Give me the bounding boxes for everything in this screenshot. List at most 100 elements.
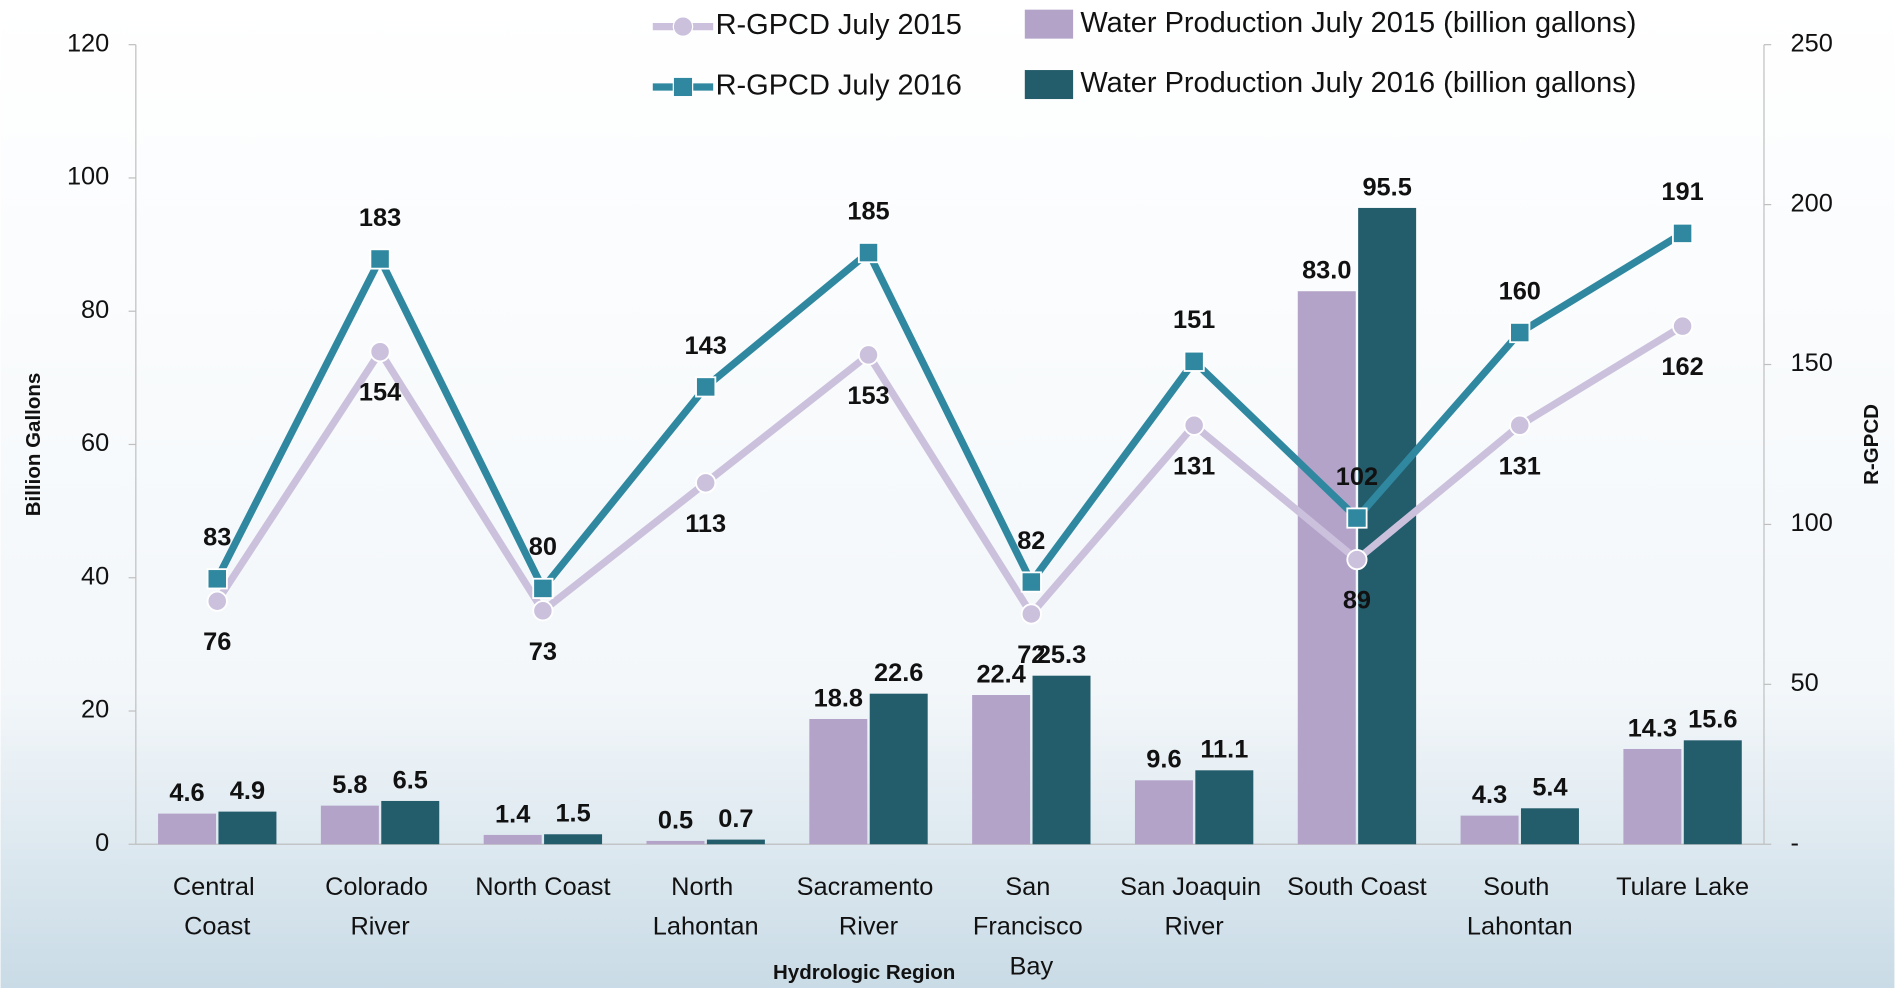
x-axis-title: Hydrologic Region bbox=[773, 961, 955, 984]
marker bbox=[533, 579, 552, 598]
marker bbox=[1347, 508, 1366, 527]
y-tick-label: 60 bbox=[81, 429, 109, 457]
bar bbox=[544, 834, 602, 844]
bar bbox=[1461, 816, 1519, 845]
point-label: 89 bbox=[1343, 587, 1371, 615]
marker bbox=[1673, 224, 1692, 243]
y2-tick-label: 250 bbox=[1791, 29, 1833, 57]
y-tick-label: 20 bbox=[81, 696, 109, 724]
marker bbox=[1510, 323, 1529, 342]
y-tick-label: 40 bbox=[81, 562, 109, 590]
bar-label: 5.8 bbox=[332, 771, 367, 799]
y2-tick-label: - bbox=[1791, 829, 1799, 857]
x-tick-label: South Coast bbox=[1287, 872, 1427, 900]
point-label: 153 bbox=[847, 382, 889, 410]
y2-tick-label: 200 bbox=[1791, 189, 1833, 217]
x-tick-label: Tulare Lake bbox=[1616, 872, 1749, 900]
bar-label: 6.5 bbox=[393, 766, 428, 794]
y2-tick-label: 150 bbox=[1791, 349, 1833, 377]
bar-label: 15.6 bbox=[1688, 706, 1737, 734]
bar bbox=[647, 841, 705, 844]
marker bbox=[370, 249, 389, 268]
bar-label: 9.6 bbox=[1146, 746, 1181, 774]
point-label: 131 bbox=[1499, 452, 1541, 480]
marker bbox=[859, 243, 878, 262]
bar-label: 5.4 bbox=[1532, 774, 1567, 802]
legend-label: R-GPCD July 2016 bbox=[716, 70, 962, 102]
point-label: 162 bbox=[1661, 353, 1703, 381]
bar-label: 4.3 bbox=[1472, 781, 1507, 809]
page: {"chart_data": { "type": "combo", "x_lab… bbox=[0, 0, 1895, 988]
y-tick-label: 120 bbox=[67, 29, 109, 57]
bar bbox=[809, 719, 867, 844]
marker bbox=[1184, 416, 1203, 435]
bar-label: 1.5 bbox=[555, 800, 590, 828]
point-label: 80 bbox=[529, 533, 557, 561]
bar bbox=[1135, 780, 1193, 844]
point-label: 113 bbox=[685, 510, 726, 538]
legend-label: Water Production July 2016 (billion gall… bbox=[1080, 67, 1636, 99]
legend-label: R-GPCD July 2015 bbox=[716, 9, 962, 41]
bar-label: 83.0 bbox=[1302, 257, 1351, 285]
point-label: 154 bbox=[359, 379, 401, 407]
marker bbox=[1184, 352, 1203, 371]
point-label: 131 bbox=[1173, 452, 1215, 480]
point-label: 82 bbox=[1017, 527, 1045, 555]
point-label: 143 bbox=[685, 332, 727, 360]
bar bbox=[381, 801, 439, 844]
legend-swatch bbox=[1025, 10, 1073, 39]
bar-label: 22.6 bbox=[874, 659, 923, 687]
y-axis-title: Billion Gallons bbox=[22, 373, 45, 517]
y2-tick-label: 100 bbox=[1791, 509, 1833, 537]
point-label: 185 bbox=[847, 197, 889, 225]
point-label: 102 bbox=[1336, 463, 1378, 491]
marker bbox=[696, 377, 715, 396]
y-tick-label: 100 bbox=[67, 163, 109, 191]
point-label: 73 bbox=[529, 638, 557, 666]
point-label: 76 bbox=[203, 628, 231, 656]
y2-tick-label: 50 bbox=[1791, 669, 1819, 697]
x-tick-label: North Coast bbox=[475, 872, 610, 900]
marker bbox=[1022, 604, 1041, 623]
chart: Hydrologic Region Billion Gallons R-GPCD… bbox=[0, 0, 1895, 988]
y-tick-label: 0 bbox=[95, 829, 109, 857]
marker bbox=[1347, 550, 1366, 569]
y2-axis-title: R-GPCD bbox=[1860, 404, 1883, 485]
bar-label: 4.9 bbox=[230, 777, 265, 805]
point-label: 151 bbox=[1173, 306, 1215, 334]
bar-label: 14.3 bbox=[1628, 714, 1677, 742]
marker bbox=[1022, 572, 1041, 591]
bar bbox=[870, 694, 928, 845]
marker bbox=[1673, 316, 1692, 335]
legend-marker bbox=[673, 17, 692, 36]
bar bbox=[1684, 740, 1742, 844]
bar bbox=[218, 812, 276, 845]
marker bbox=[208, 569, 227, 588]
bar-label: 11.1 bbox=[1200, 736, 1248, 764]
y-tick-label: 80 bbox=[81, 296, 109, 324]
bar-label: 0.7 bbox=[718, 805, 753, 833]
bar-label: 95.5 bbox=[1362, 173, 1411, 201]
bar-label: 0.5 bbox=[658, 806, 693, 834]
marker bbox=[533, 601, 552, 620]
bar bbox=[158, 814, 216, 845]
bar-label: 1.4 bbox=[495, 800, 530, 828]
point-label: 72 bbox=[1017, 641, 1045, 669]
point-label: 83 bbox=[203, 524, 231, 552]
marker bbox=[208, 592, 227, 611]
bar bbox=[1195, 770, 1253, 844]
legend-marker bbox=[673, 77, 692, 96]
point-label: 160 bbox=[1499, 277, 1541, 305]
marker bbox=[859, 345, 878, 364]
marker bbox=[696, 473, 715, 492]
bar bbox=[321, 806, 379, 845]
bar-label: 18.8 bbox=[814, 684, 863, 712]
bar bbox=[484, 835, 542, 844]
marker bbox=[1510, 416, 1529, 435]
bar bbox=[1033, 676, 1091, 845]
point-label: 191 bbox=[1661, 178, 1703, 206]
bar bbox=[1623, 749, 1681, 844]
point-label: 183 bbox=[359, 204, 401, 232]
bar bbox=[1521, 808, 1579, 844]
bar bbox=[707, 840, 765, 845]
